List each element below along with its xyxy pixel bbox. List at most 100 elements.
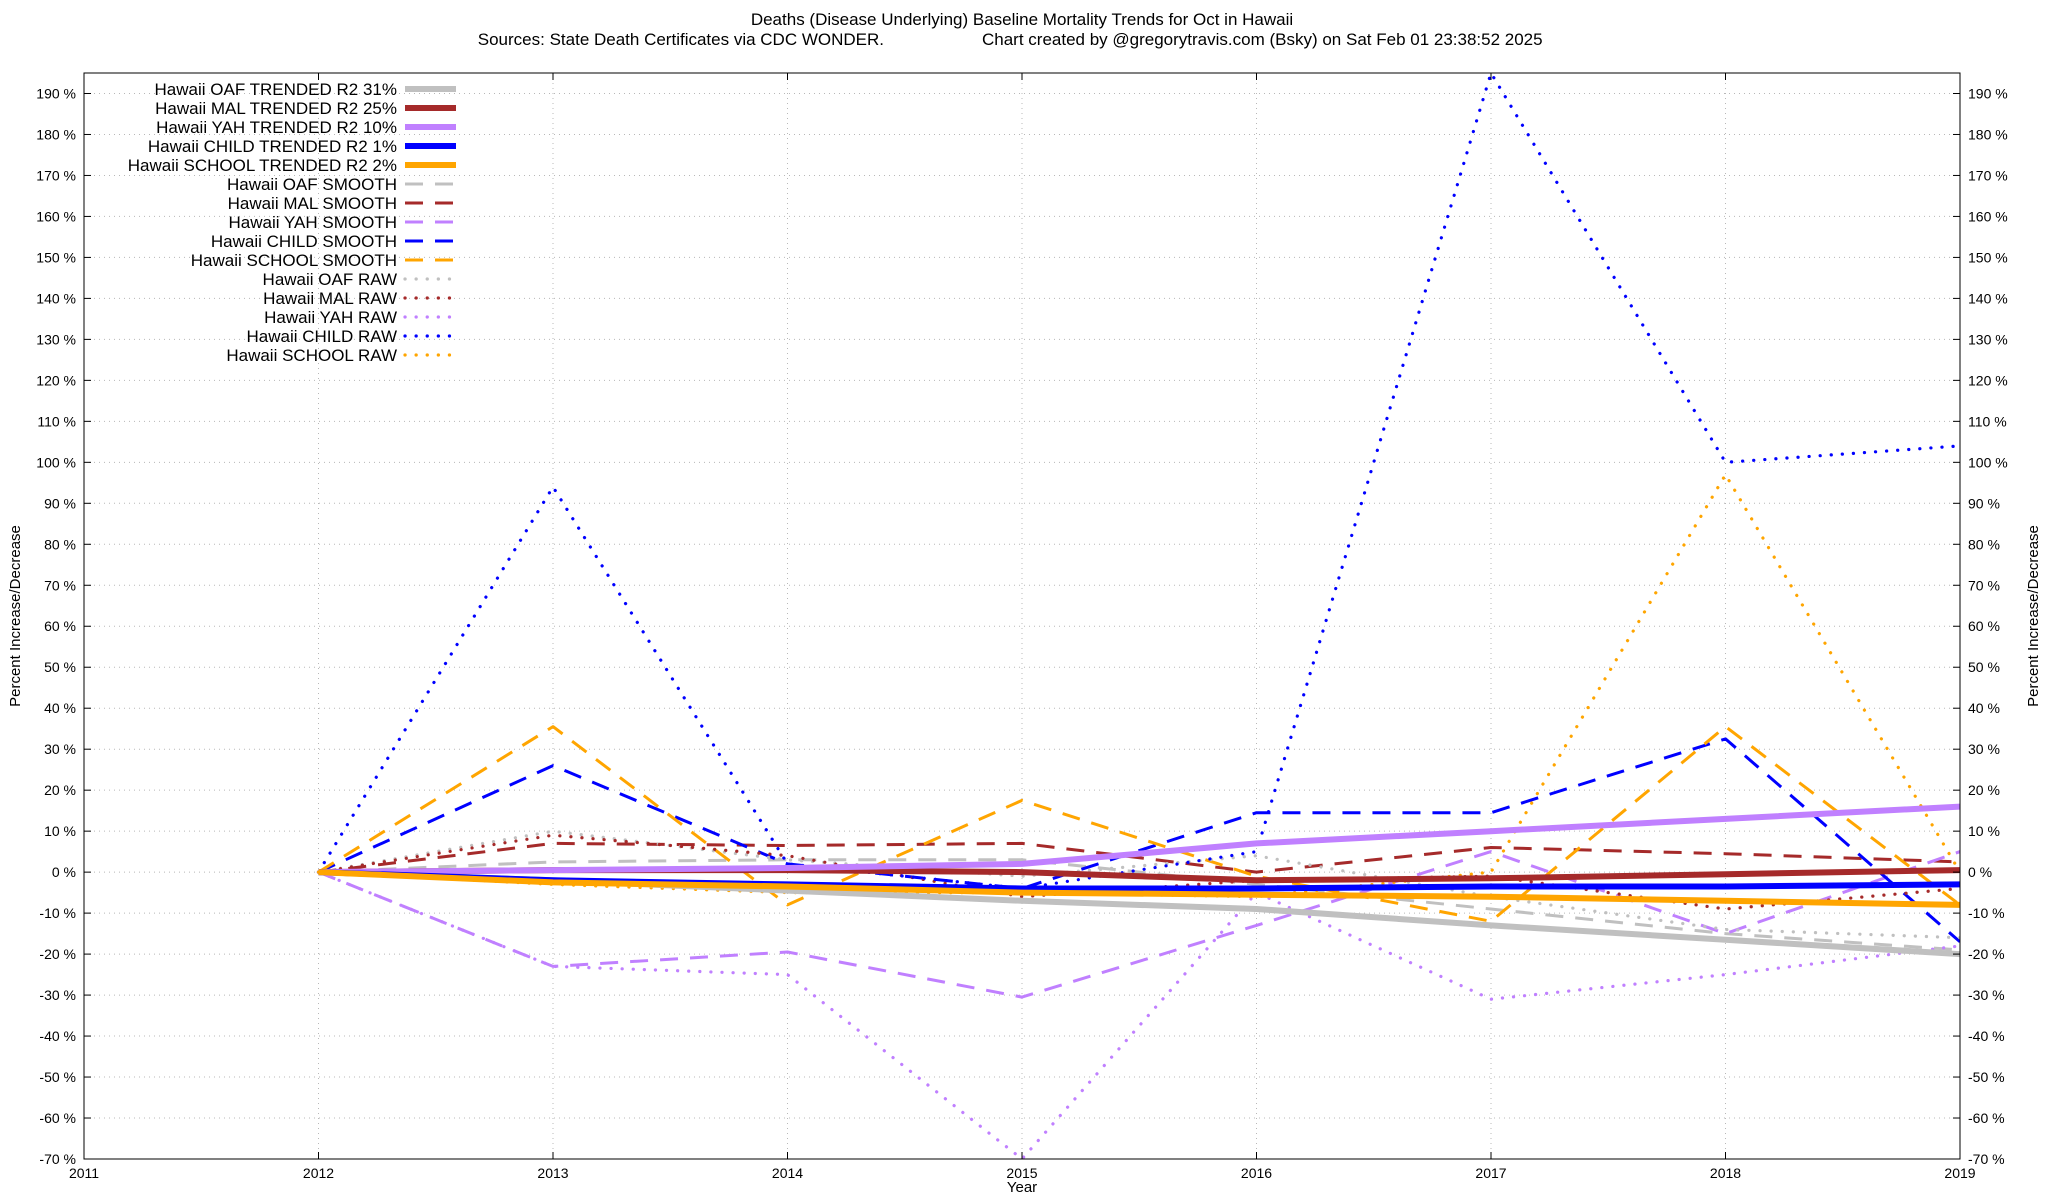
series-line-5 — [318, 858, 1960, 952]
y-tick-label-left: 180 % — [36, 126, 76, 142]
series-layer — [316, 73, 1960, 1159]
y-tick-label-right: -40 % — [1968, 1028, 2005, 1044]
y-tick-label-right: 170 % — [1968, 167, 2008, 183]
y-tick-label-right: 70 % — [1968, 577, 2000, 593]
y-tick-label-left: -60 % — [39, 1110, 76, 1126]
y-tick-label-left: 110 % — [37, 413, 76, 429]
chart-subtitle-source: Sources: State Death Certificates via CD… — [478, 30, 884, 49]
legend-label: Hawaii MAL TRENDED R2 25% — [155, 99, 397, 118]
y-tick-label-left: 90 % — [44, 495, 76, 511]
y-tick-label-right: -20 % — [1968, 946, 2005, 962]
chart-title: Deaths (Disease Underlying) Baseline Mor… — [751, 10, 1293, 29]
y-tick-label-right: 80 % — [1968, 536, 2000, 552]
legend-label: Hawaii MAL RAW — [263, 289, 397, 308]
y-tick-label-right: 90 % — [1968, 495, 2000, 511]
y-tick-label-left: -20 % — [39, 946, 76, 962]
y-tick-label-left: -30 % — [39, 987, 76, 1003]
y-tick-label-left: 190 % — [36, 85, 76, 101]
y-tick-label-right: 140 % — [1968, 290, 2008, 306]
y-tick-label-right: 110 % — [1968, 413, 2007, 429]
y-tick-label-right: 150 % — [1968, 249, 2008, 265]
y-tick-label-right: -10 % — [1968, 905, 2005, 921]
y-tick-label-left: 130 % — [36, 331, 76, 347]
grid-layer — [84, 73, 1960, 1160]
series-line-14 — [316, 473, 1960, 899]
y-tick-label-left: 160 % — [36, 208, 76, 224]
legend-label: Hawaii CHILD TRENDED R2 1% — [148, 137, 397, 156]
y-axis-label-left: Percent Increase/Decrease — [7, 525, 24, 707]
y-tick-label-right: 100 % — [1968, 454, 2008, 470]
y-tick-label-right: 120 % — [1968, 372, 2008, 388]
legend-label: Hawaii CHILD SMOOTH — [211, 232, 397, 251]
legend-label: Hawaii SCHOOL SMOOTH — [191, 251, 397, 270]
y-tick-label-left: -70 % — [39, 1151, 76, 1167]
y-axis-label-right: Percent Increase/Decrease — [2025, 525, 2042, 707]
x-axis-label: Year — [1007, 1179, 1037, 1196]
y-tick-label-right: -50 % — [1968, 1069, 2005, 1085]
y-tick-label-right: 40 % — [1968, 700, 2000, 716]
y-tick-label-left: 60 % — [44, 618, 76, 634]
legend-label: Hawaii YAH RAW — [264, 308, 397, 327]
y-tick-label-left: 40 % — [44, 700, 76, 716]
y-tick-label-left: 70 % — [44, 577, 76, 593]
series-line-12 — [316, 870, 1960, 1159]
y-tick-label-left: 170 % — [36, 167, 76, 183]
series-line-10 — [316, 829, 1960, 940]
y-tick-label-right: -70 % — [1968, 1151, 2005, 1167]
y-tick-label-left: 20 % — [44, 782, 76, 798]
legend-label: Hawaii OAF TRENDED R2 31% — [155, 80, 397, 99]
legend-label: Hawaii OAF RAW — [263, 270, 397, 289]
chart-subtitle-credit: Chart created by @gregorytravis.com (Bsk… — [982, 30, 1543, 49]
series-line-4 — [318, 869, 1960, 908]
y-tick-label-left: 30 % — [44, 741, 76, 757]
series-line-8 — [317, 737, 1960, 943]
y-tick-label-right: 60 % — [1968, 618, 2000, 634]
legend: Hawaii OAF TRENDED R2 31%Hawaii MAL TREN… — [128, 80, 458, 365]
legend-label: Hawaii YAH TRENDED R2 10% — [156, 118, 397, 137]
x-tick-label: 2012 — [303, 1165, 334, 1181]
y-tick-label-right: 20 % — [1968, 782, 2000, 798]
y-tick-label-left: 50 % — [44, 659, 76, 675]
series-line-9 — [317, 725, 1960, 923]
series-line-2 — [318, 803, 1960, 876]
legend-label: Hawaii CHILD RAW — [246, 327, 397, 346]
y-tick-label-right: 180 % — [1968, 126, 2008, 142]
y-tick-label-right: 160 % — [1968, 208, 2008, 224]
series-line-6 — [318, 841, 1960, 874]
x-tick-label: 2018 — [1710, 1165, 1741, 1181]
legend-label: Hawaii YAH SMOOTH — [229, 213, 397, 232]
y-tick-label-right: 10 % — [1968, 823, 2000, 839]
y-tick-label-right: 0 % — [1968, 864, 1992, 880]
y-tick-label-left: -40 % — [39, 1028, 76, 1044]
y-tick-label-left: 120 % — [36, 372, 76, 388]
y-tick-label-left: 0 % — [52, 864, 76, 880]
y-tick-label-right: 30 % — [1968, 741, 2000, 757]
x-tick-label: 2017 — [1475, 1165, 1506, 1181]
y-tick-label-left: 100 % — [36, 454, 76, 470]
series-line-11 — [316, 833, 1960, 911]
series-line-13 — [316, 73, 1960, 891]
series-line-7 — [317, 850, 1960, 999]
y-tick-label-left: -50 % — [39, 1069, 76, 1085]
y-tick-label-right: 190 % — [1968, 85, 2008, 101]
x-tick-label: 2011 — [69, 1165, 99, 1181]
y-tick-label-right: -30 % — [1968, 987, 2005, 1003]
y-tick-label-right: 130 % — [1968, 331, 2008, 347]
x-tick-label: 2016 — [1241, 1165, 1272, 1181]
y-tick-label-right: 50 % — [1968, 659, 2000, 675]
y-tick-label-left: 140 % — [36, 290, 76, 306]
legend-label: Hawaii OAF SMOOTH — [227, 175, 397, 194]
tick-layer: 2011 2012 2013 2014 2015 2016 2017 2018 2019-70 … — [36, 73, 2008, 1181]
x-tick-label: 2014 — [772, 1165, 803, 1181]
x-tick-label: 2013 — [537, 1165, 568, 1181]
x-tick-label: 2019 — [1944, 1165, 1975, 1181]
y-tick-label-left: -10 % — [39, 905, 76, 921]
legend-label: Hawaii SCHOOL RAW — [226, 346, 397, 365]
legend-label: Hawaii SCHOOL TRENDED R2 2% — [128, 156, 397, 175]
y-tick-label-left: 10 % — [44, 823, 76, 839]
x-tick-label: 2015 — [1006, 1165, 1037, 1181]
y-tick-label-left: 80 % — [44, 536, 76, 552]
y-tick-label-left: 150 % — [36, 249, 76, 265]
legend-label: Hawaii MAL SMOOTH — [228, 194, 397, 213]
